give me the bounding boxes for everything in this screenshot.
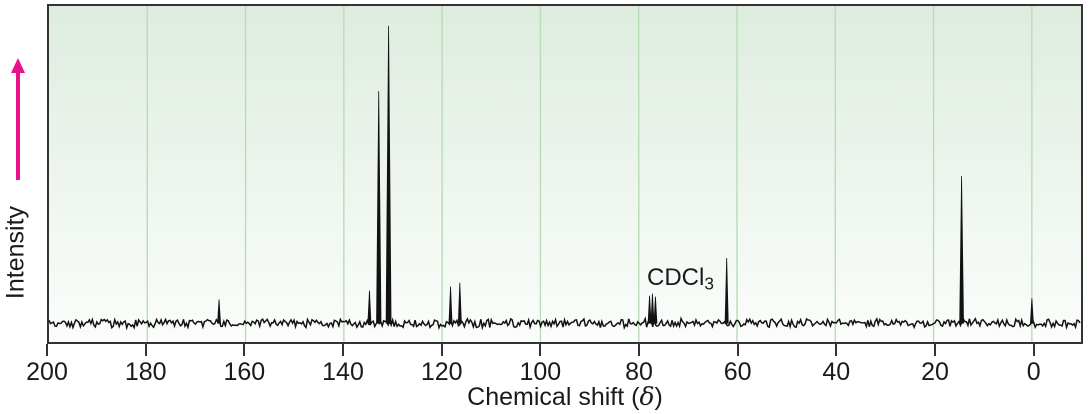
delta-symbol: δ — [639, 382, 655, 411]
x-tick-mark — [243, 344, 246, 356]
x-tick-label: 160 — [223, 358, 266, 386]
peak — [647, 295, 652, 324]
peak — [650, 293, 655, 324]
x-tick-label: 120 — [420, 358, 463, 386]
x-tick-mark — [46, 344, 48, 356]
peak — [457, 282, 462, 324]
x-tick-label: 60 — [723, 358, 752, 386]
x-tick-mark — [144, 344, 147, 356]
x-axis-label-suffix: ) — [654, 383, 663, 411]
x-tick-mark — [934, 344, 936, 356]
cdcl3-annotation: CDCl3 — [647, 266, 714, 293]
noise-baseline — [49, 316, 1081, 331]
x-tick-mark — [638, 344, 640, 356]
x-tick-label: 80 — [625, 358, 653, 386]
x-tick-mark — [342, 344, 344, 356]
peak — [217, 299, 221, 324]
x-tick-label: 40 — [822, 358, 851, 386]
cdcl3-annotation-text: CDCl — [647, 264, 705, 291]
x-tick-label: 0 — [1026, 358, 1041, 386]
y-axis-label: Intensity — [1, 205, 30, 300]
x-tick-mark — [440, 344, 443, 356]
peak — [724, 257, 729, 324]
x-tick-mark — [736, 344, 739, 356]
spectrum-trace — [49, 6, 1081, 342]
intensity-axis-arrow-icon — [11, 58, 25, 180]
x-tick-label: 180 — [124, 358, 167, 386]
peak — [653, 296, 658, 324]
cdcl3-annotation-subscript: 3 — [704, 273, 714, 294]
peak — [959, 176, 964, 324]
x-tick-mark — [539, 344, 542, 356]
x-axis-label-prefix: Chemical shift ( — [467, 383, 640, 411]
peak — [367, 290, 372, 324]
x-tick-label: 140 — [322, 358, 364, 386]
x-tick-label: 200 — [26, 358, 68, 386]
x-tick-label: 100 — [519, 358, 562, 386]
x-tick-mark — [1032, 344, 1035, 356]
plot-area: CDCl3 — [47, 4, 1083, 344]
peak — [448, 286, 453, 324]
peak — [376, 91, 382, 324]
x-axis-label: Chemical shift (δ) — [47, 382, 1083, 412]
peak — [385, 25, 392, 324]
x-tick-mark — [835, 344, 838, 356]
x-tick-label: 20 — [921, 358, 949, 386]
x-axis: 200 180 160 140 120 100 80 60 40 20 0 — [26, 344, 1083, 390]
peak — [1029, 298, 1034, 324]
